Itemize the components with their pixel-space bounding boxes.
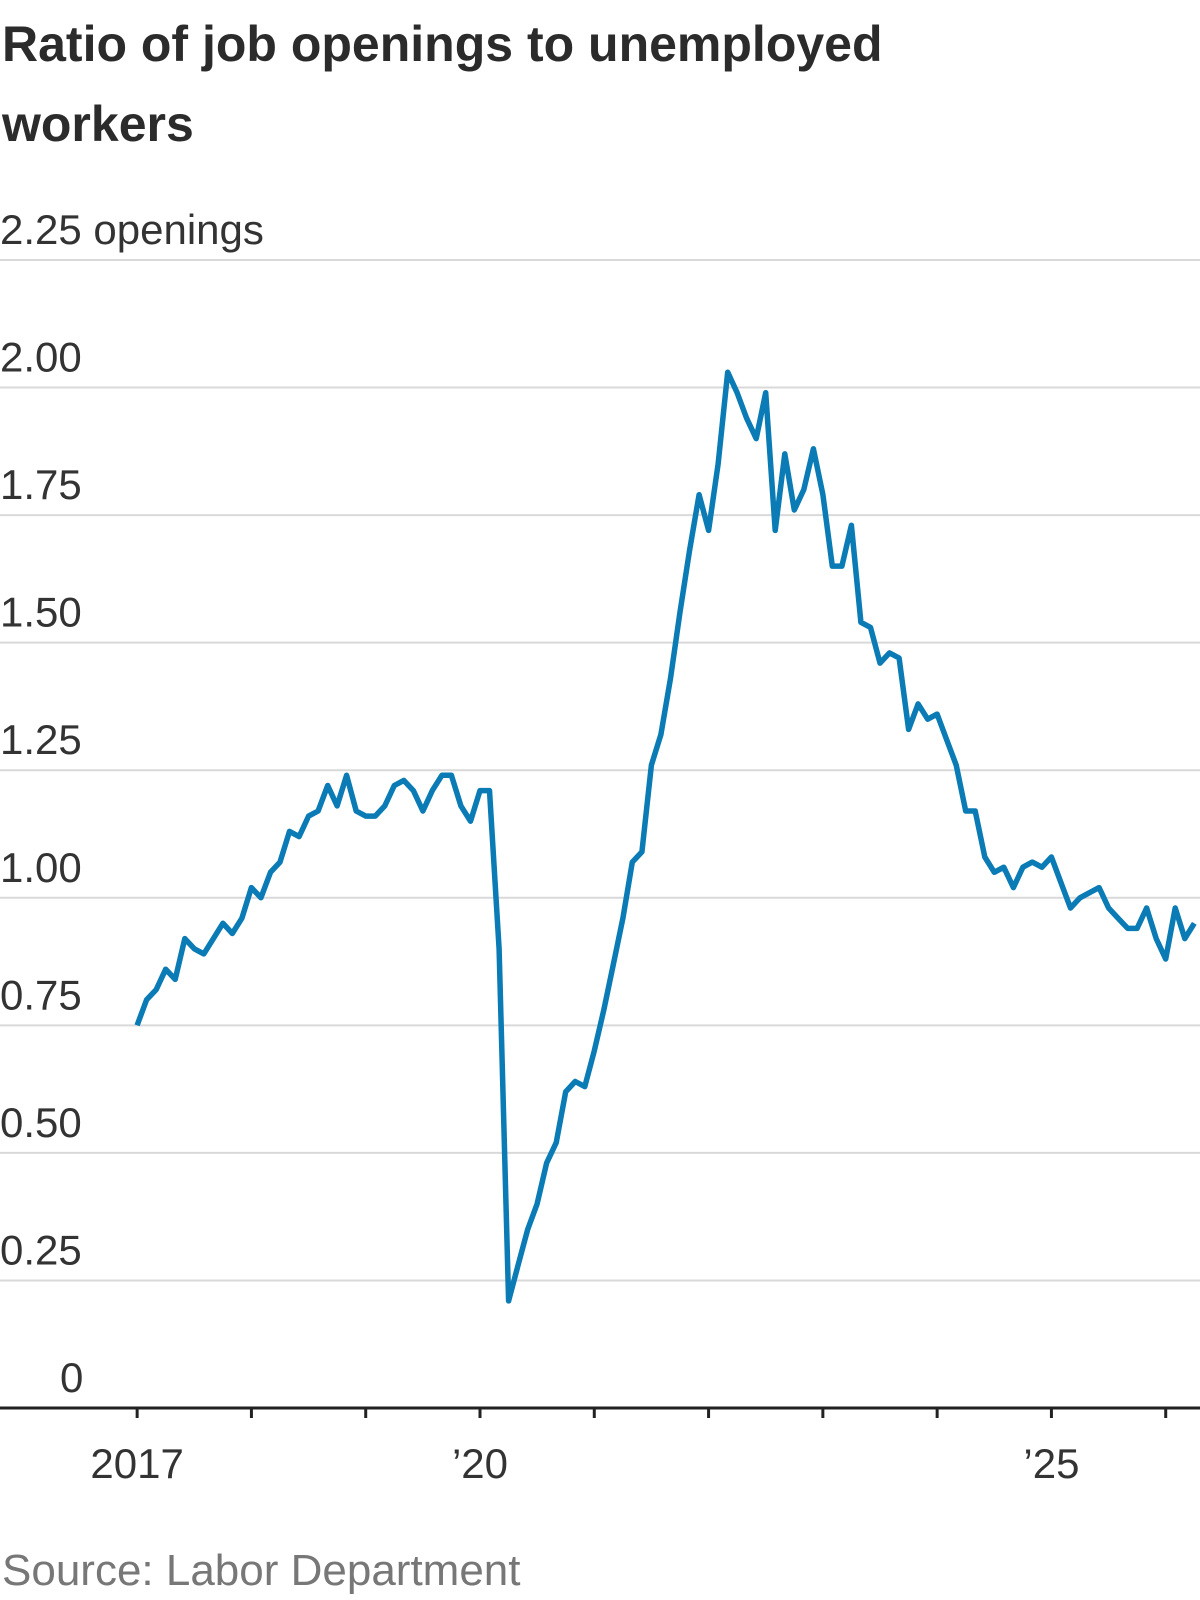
y-tick-label: 1.25 [0, 716, 82, 763]
y-tick-label: 0.75 [0, 971, 82, 1018]
y-tick-label: 2.25 openings [0, 206, 264, 253]
y-tick-label: 0 [60, 1354, 83, 1401]
y-tick-label: 1.50 [0, 589, 82, 636]
y-tick-label: 1.75 [0, 461, 82, 508]
x-tick-label: ’20 [452, 1440, 508, 1487]
source: Source: Labor Department [2, 1546, 521, 1595]
y-tick-label: 0.25 [0, 1226, 82, 1273]
y-tick-label: 0.50 [0, 1099, 82, 1146]
y-tick-label: 2.00 [0, 334, 82, 381]
chart-title: Ratio of job openings to unemployed work… [2, 16, 883, 152]
line-series [134, 369, 1197, 1304]
y-tick-label: 1.00 [0, 844, 82, 891]
x-tick-label: ’25 [1023, 1440, 1079, 1487]
x-tick-label: 2017 [90, 1440, 183, 1487]
